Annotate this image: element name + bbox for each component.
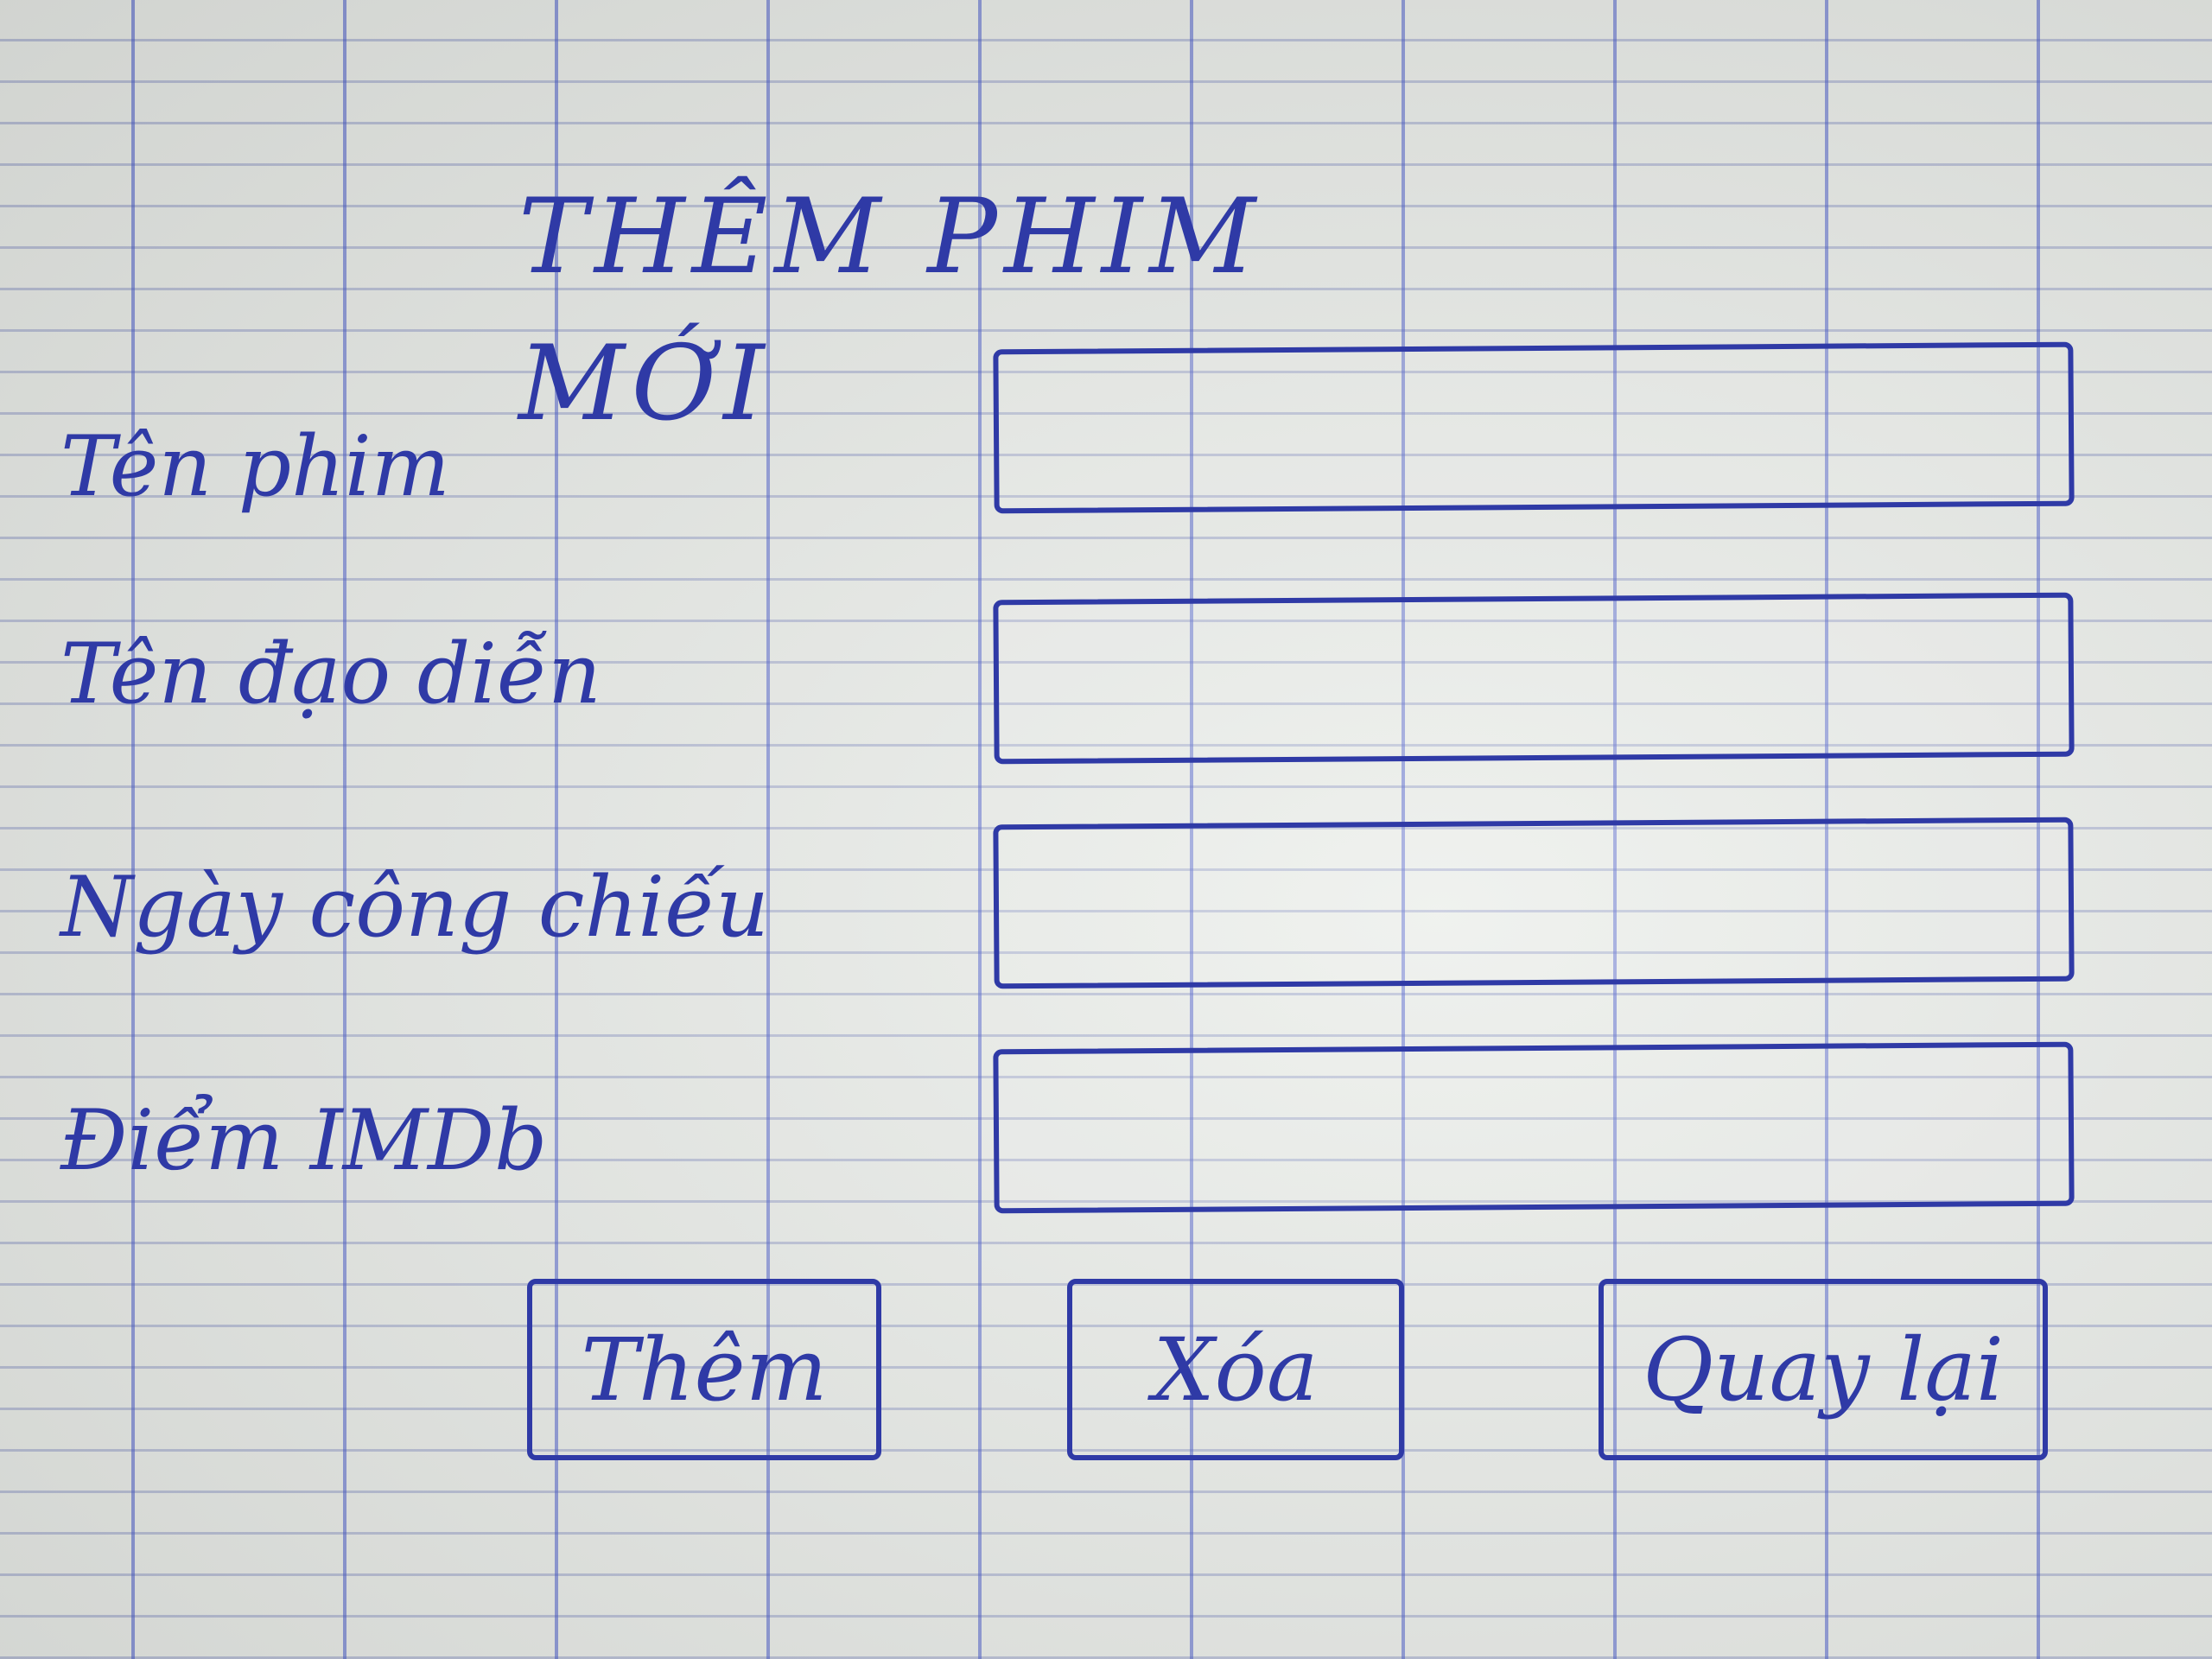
director-name-input[interactable] [998,597,2069,760]
imdb-score-input[interactable] [998,1046,2069,1209]
movie-name-input[interactable] [998,346,2069,509]
label-movie-name: Tên phim [60,418,450,515]
director-name-field[interactable] [993,592,2075,765]
movie-name-field[interactable] [993,341,2075,514]
form-title: THÊM PHIM MỚI [518,177,1262,444]
label-imdb-score: Điểm IMDb [60,1092,548,1189]
imdb-score-field[interactable] [993,1041,2075,1214]
back-button[interactable]: Quay lại [1599,1279,2048,1460]
label-director-name: Tên đạo diễn [60,626,601,722]
label-release-date: Ngày công chiếu [60,859,769,956]
release-date-field[interactable] [993,817,2075,989]
delete-button[interactable]: Xóa [1067,1279,1404,1460]
add-button[interactable]: Thêm [527,1279,881,1460]
release-date-input[interactable] [998,822,2069,984]
